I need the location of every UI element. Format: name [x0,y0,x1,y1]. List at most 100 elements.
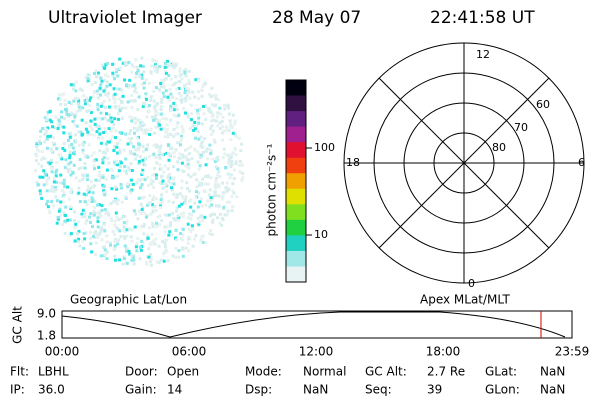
speckle [157,261,161,265]
speckle [54,170,58,174]
speckle [241,163,245,167]
speckle [97,203,101,207]
speckle [174,228,178,232]
speckle [121,61,125,65]
speckle [231,189,235,193]
speckle [161,240,164,244]
speckle [198,107,202,111]
speckle [77,186,81,190]
speckle [48,209,51,213]
speckle [214,94,218,98]
speckle [69,205,73,209]
speckle [193,127,197,131]
speckle [149,241,153,245]
speckle [225,125,229,129]
speckle [182,211,186,215]
speckle [99,254,103,258]
speckle [175,193,179,197]
speckle [131,182,135,186]
speckle [119,235,123,238]
speckle [155,161,159,165]
speckle [196,160,200,164]
speckle [95,130,99,134]
speckle [177,216,181,220]
speckle [160,175,163,179]
speckle [199,144,203,148]
speckle [230,209,234,213]
speckle [117,198,120,202]
speckle [140,239,144,243]
speckle [225,186,229,190]
speckle [136,128,139,132]
speckle [180,124,184,128]
speckle [63,184,67,188]
speckle [68,156,72,160]
speckle [175,62,179,66]
speckle [160,219,164,223]
speckle [123,214,127,218]
speckle [77,191,81,195]
speckle [98,170,102,174]
speckle [215,176,218,180]
speckle [158,123,162,127]
speckle [188,96,192,100]
speckle [132,253,136,257]
speckle [147,81,151,85]
speckle [70,142,74,146]
speckle [209,199,213,202]
speckle [177,204,181,208]
speckle [153,209,157,213]
speckle [209,176,213,180]
speckle [104,211,108,215]
speckle [151,57,155,61]
speckle [158,181,162,185]
speckle [201,145,205,149]
speckle [89,242,93,246]
speckle [181,214,185,218]
speckle [173,218,177,222]
speckle [100,208,104,212]
speckle [181,130,185,134]
speckle [144,92,148,96]
speckle [66,138,70,142]
speckle [109,167,113,171]
speckle [161,91,165,95]
speckle [130,254,134,257]
speckle [44,182,48,186]
speckle [154,113,158,117]
speckle [150,115,154,119]
speckle [102,184,106,188]
speckle [129,99,132,103]
speckle [186,147,190,150]
speckle [163,225,167,229]
speckle [87,143,91,147]
speckle [63,165,67,169]
speckle [227,161,230,164]
speckle [82,246,86,250]
speckle [185,82,189,86]
speckle [230,159,234,163]
speckle [190,112,193,116]
speckle [200,94,204,98]
speckle [73,239,77,243]
speckle [223,103,226,107]
speckle [73,210,77,214]
speckle [154,177,158,180]
speckle [151,180,155,183]
speckle [109,105,113,109]
speckle [62,142,66,146]
speckle [82,232,86,236]
speckle [65,109,69,113]
speckle [233,119,237,123]
speckle [102,99,106,103]
speckle [164,130,168,134]
speckle [35,159,38,163]
speckle [226,172,230,176]
speckle [96,216,100,220]
speckle [125,228,129,232]
speckle [48,110,52,114]
speckle [183,71,187,75]
speckle [87,109,91,113]
speckle [99,228,103,232]
orbit-x-tick: 06:00 [172,345,207,359]
